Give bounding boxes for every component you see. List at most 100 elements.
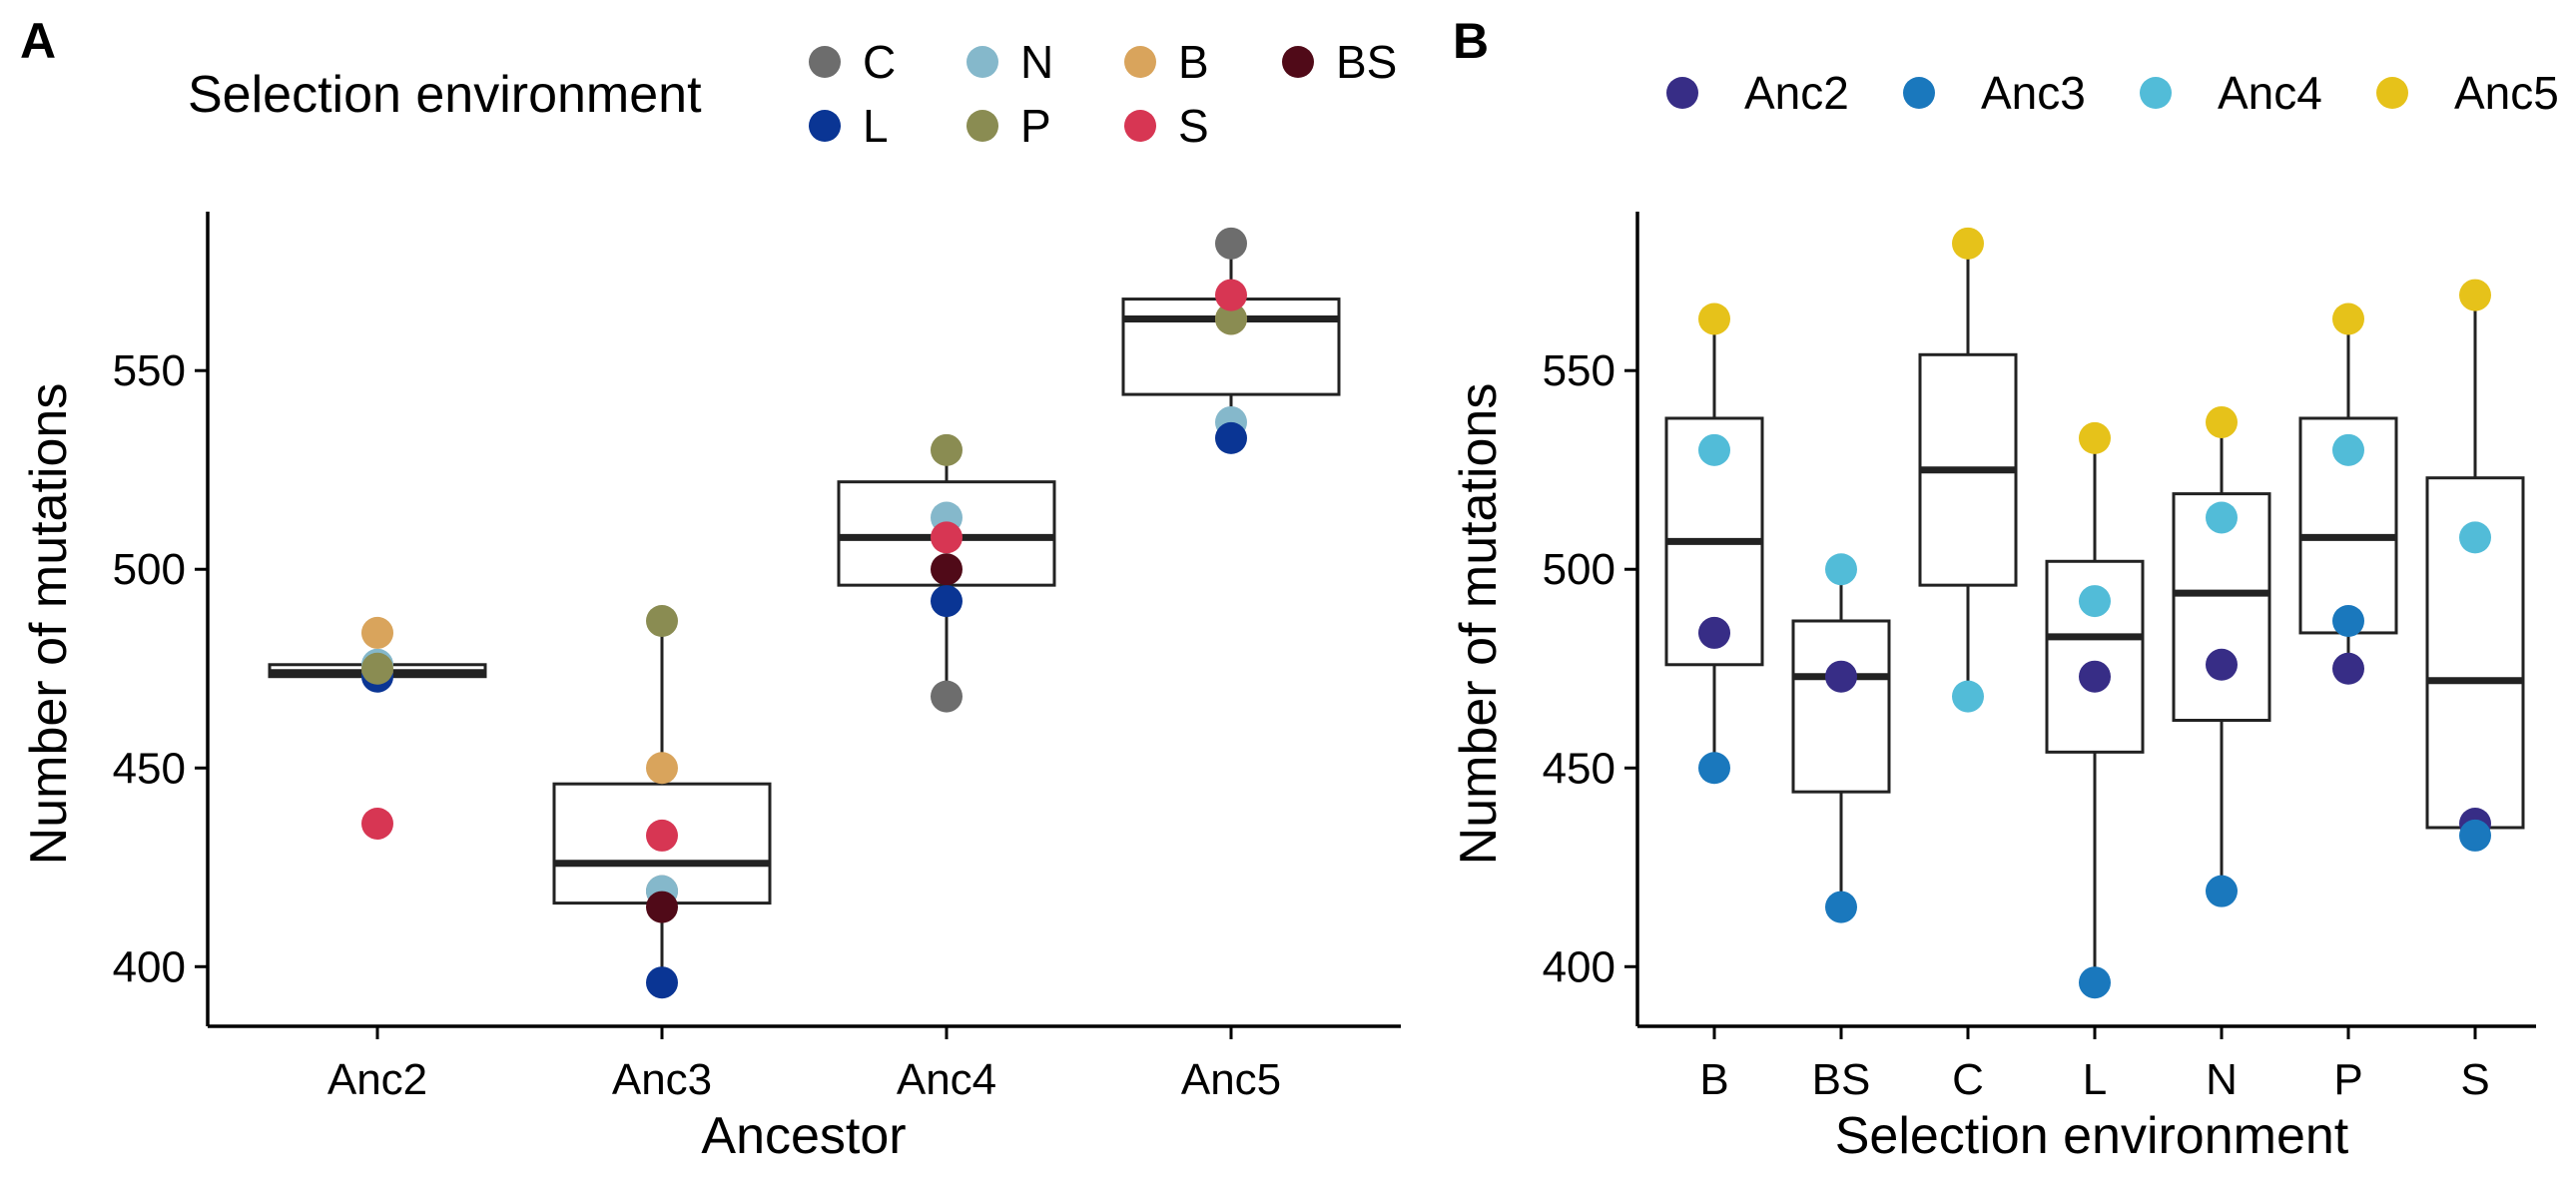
panel-b-point-anc5 <box>2332 302 2364 335</box>
panel-a-legend-key-c <box>809 46 841 78</box>
panel-b-point-anc4 <box>2079 585 2111 618</box>
panel-a-point-s <box>646 819 678 852</box>
panel-b-y-tick-label: 400 <box>1543 942 1615 991</box>
panel-a-legend-key-n <box>966 46 998 78</box>
panel-a-legend-item-p: P <box>966 100 1051 152</box>
panel-a-legend-key-p <box>966 110 998 142</box>
panel-a-point-p <box>931 433 963 466</box>
panel-a-point-c <box>1215 227 1247 260</box>
panel-b-legend-key-anc3 <box>1903 77 1935 109</box>
panel-a-point-s <box>931 521 963 554</box>
panel-b-box-s <box>2425 295 2525 836</box>
panel-a-legend-label-b: B <box>1178 36 1209 88</box>
panel-b-point-anc5 <box>2459 279 2491 311</box>
panel-a-legend-key-b <box>1124 46 1156 78</box>
panel-b-point-anc2 <box>2332 652 2364 685</box>
panel-b-letter: B <box>1453 13 1489 69</box>
panel-b-point-anc4 <box>2332 433 2364 466</box>
panel-b-y-tick-label: 500 <box>1543 545 1615 594</box>
box-body <box>1791 619 1891 794</box>
panel-a-legend-key-l <box>809 110 841 142</box>
panel-a-legend-item-c: C <box>809 36 896 88</box>
panel-b-point-anc3 <box>2079 966 2111 999</box>
panel-b-point-anc3 <box>1698 752 1730 785</box>
panel-a-point-c <box>931 680 963 713</box>
panel-a-point-l <box>646 966 678 999</box>
panel-b-x-tick-label: N <box>2206 1055 2238 1104</box>
panel-b-x-tick-label: B <box>1699 1055 1728 1104</box>
panel-a-point-l <box>931 585 963 618</box>
panel-a-legend-label-s: S <box>1178 100 1209 152</box>
panel-b-point-anc3 <box>2332 604 2364 637</box>
panel-a-letter: A <box>20 13 56 69</box>
panel-a-point-p <box>1215 302 1247 335</box>
panel-a-box-anc3 <box>552 620 772 983</box>
panel-b-point-anc2 <box>1698 616 1730 649</box>
panel-b-point-anc5 <box>2079 421 2111 454</box>
panel-a-x-tick-label: Anc3 <box>612 1055 712 1104</box>
panel-b-y-axis-title: Number of mutations <box>1450 383 1508 866</box>
panel-b-legend-label-anc3: Anc3 <box>1981 67 2086 119</box>
panel-a-legend-label-bs: BS <box>1336 36 1397 88</box>
panel-b-point-anc4 <box>2459 521 2491 554</box>
panel-b-point-anc4 <box>2206 501 2238 534</box>
panel-b-legend-label-anc2: Anc2 <box>1744 67 1849 119</box>
panel-b-point-anc5 <box>1952 227 1984 260</box>
panel-a-y-tick-label: 550 <box>113 346 186 395</box>
panel-a-x-tick-label: Anc2 <box>327 1055 427 1104</box>
panel-b-legend-item-anc2: Anc2 <box>1666 67 1849 119</box>
panel-b-point-anc4 <box>1698 433 1730 466</box>
panel-b-legend-label-anc4: Anc4 <box>2218 67 2322 119</box>
panel-a-x-tick-label: Anc5 <box>1181 1055 1281 1104</box>
panel-b-legend-label-anc5: Anc5 <box>2454 67 2559 119</box>
panel-a-legend-label-l: L <box>863 100 889 152</box>
panel-a-legend-label-p: P <box>1020 100 1051 152</box>
panel-a-x-tick-label: Anc4 <box>897 1055 996 1104</box>
panel-b-legend: Anc2 Anc3 Anc4 Anc5 <box>1666 67 2559 119</box>
panel-a-point-bs <box>646 891 678 923</box>
panel-a-legend-key-bs <box>1282 46 1314 78</box>
panel-b-y-tick-label: 450 <box>1543 744 1615 793</box>
panel-b-x-tick-label: S <box>2460 1055 2489 1104</box>
panel-b-x-tick-label: BS <box>1812 1055 1871 1104</box>
panel-b-point-anc5 <box>1698 302 1730 335</box>
panel-a-y-tick-label: 400 <box>113 942 186 991</box>
panel-b-box-b <box>1664 318 1764 769</box>
panel-a: A Selection environment C N B BS L P S 400 450 5… <box>20 13 1401 1165</box>
panel-b-point-anc4 <box>1952 680 1984 713</box>
panel-a-legend-item-l: L <box>809 100 889 152</box>
panel-b-x-tick-label: P <box>2333 1055 2362 1104</box>
panel-b-legend-item-anc5: Anc5 <box>2376 67 2559 119</box>
panel-b-box-c <box>1918 243 2018 697</box>
panel-a-point-s <box>361 807 393 840</box>
panel-a-legend: C N B BS L P S <box>809 36 1397 152</box>
panel-a-x-axis-title: Ancestor <box>701 1107 906 1165</box>
panel-a-point-l <box>1215 421 1247 454</box>
panel-b-plot: 400 450 500 550 B BS C L N P S <box>1543 212 2536 1104</box>
panel-a-point-b <box>646 752 678 785</box>
panel-a-legend-key-s <box>1124 110 1156 142</box>
panel-b-y-tick-label: 550 <box>1543 346 1615 395</box>
panel-a-legend-item-bs: BS <box>1282 36 1397 88</box>
panel-a-y-axis-title: Number of mutations <box>20 383 78 866</box>
panel-b-legend-key-anc4 <box>2140 77 2172 109</box>
panel-b-legend-item-anc3: Anc3 <box>1903 67 2086 119</box>
panel-b-point-anc2 <box>2079 660 2111 693</box>
panel-a-legend-item-n: N <box>966 36 1053 88</box>
panel-a-legend-label-c: C <box>863 36 896 88</box>
panel-b-point-anc3 <box>1825 891 1857 923</box>
panel-b-point-anc2 <box>2206 648 2238 681</box>
panel-a-legend-item-s: S <box>1124 100 1209 152</box>
panel-b-box-l <box>2045 437 2145 983</box>
panel-b-legend-item-anc4: Anc4 <box>2140 67 2322 119</box>
panel-a-point-p <box>361 652 393 685</box>
panel-a-point-b <box>361 616 393 649</box>
panel-b-legend-key-anc2 <box>1666 77 1698 109</box>
panel-a-plot: 400 450 500 550 Anc2 Anc3 Anc4 Anc5 <box>113 212 1401 1104</box>
panel-b-point-anc4 <box>1825 553 1857 586</box>
panel-b-legend-key-anc5 <box>2376 77 2408 109</box>
panel-a-y-tick-label: 450 <box>113 744 186 793</box>
panel-a-legend-item-b: B <box>1124 36 1209 88</box>
